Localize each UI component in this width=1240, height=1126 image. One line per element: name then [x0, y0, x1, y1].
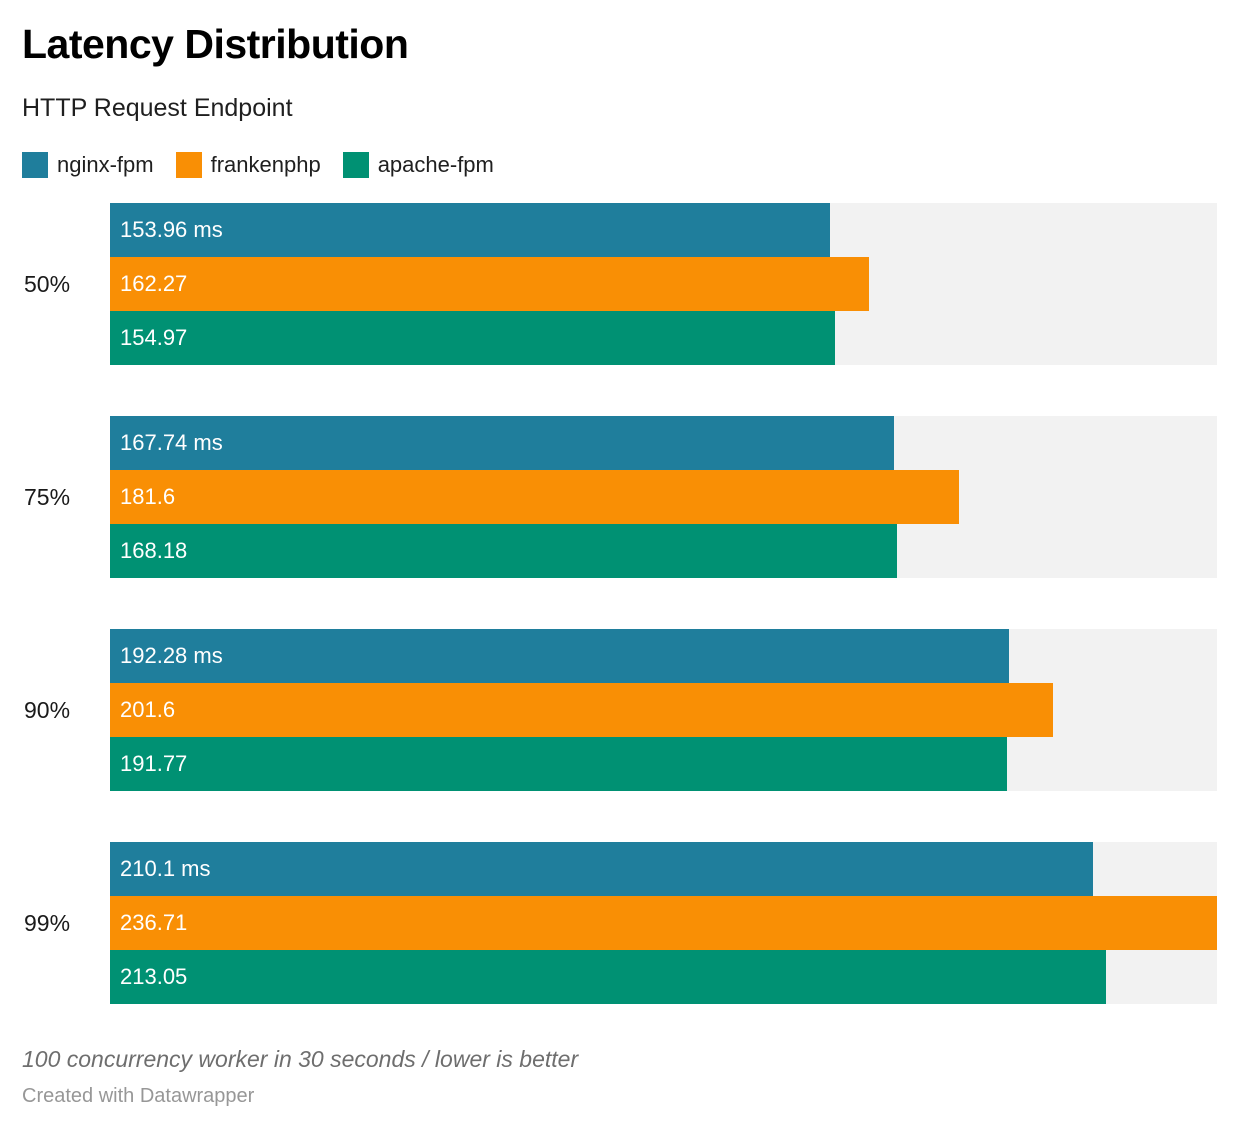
- category-label: 50%: [24, 270, 71, 297]
- bar-value-label: 181.6: [120, 484, 176, 509]
- bar-group-50pct: 50% 153.96 ms 162.27 154.97: [22, 203, 1217, 365]
- bar-apache-fpm: 213.05: [110, 950, 1107, 1004]
- category-label: 90%: [24, 696, 71, 723]
- bar-track: 210.1 ms 236.71 213.05: [110, 842, 1217, 1004]
- bar-frankenphp: 236.71: [110, 896, 1217, 950]
- legend-swatch-icon: [342, 151, 369, 178]
- bar-group-99pct: 99% 210.1 ms 236.71 213.05: [22, 842, 1217, 1004]
- chart-subtitle: HTTP Request Endpoint: [22, 94, 293, 122]
- datawrapper-credit[interactable]: Created with Datawrapper: [22, 1085, 255, 1107]
- category-label: 99%: [24, 909, 71, 936]
- legend-label: nginx-fpm: [57, 151, 154, 177]
- bar-value-label: 210.1 ms: [120, 856, 211, 881]
- bar-value-label: 154.97: [120, 325, 188, 350]
- footer-note: 100 concurrency worker in 30 seconds / l…: [22, 1046, 579, 1072]
- legend-swatch-icon: [22, 151, 48, 178]
- bar-apache-fpm: 168.18: [110, 524, 897, 578]
- bar-value-label: 191.77: [120, 751, 188, 776]
- bar-track: 192.28 ms 201.6 191.77: [110, 629, 1217, 791]
- bar-apache-fpm: 154.97: [110, 311, 835, 365]
- bar-value-label: 153.96 ms: [120, 217, 223, 242]
- bar-value-label: 201.6: [120, 697, 176, 722]
- page-title: Latency Distribution: [22, 21, 409, 67]
- bar-track: 167.74 ms 181.6 168.18: [110, 416, 1217, 578]
- bar-nginx-fpm: 167.74 ms: [110, 416, 895, 470]
- bar-nginx-fpm: 210.1 ms: [110, 842, 1093, 896]
- bar-value-label: 168.18: [120, 538, 188, 563]
- category-label: 75%: [24, 483, 71, 510]
- legend-item-nginx-fpm: nginx-fpm: [22, 151, 154, 178]
- legend: nginx-fpm frankenphp apache-fpm: [22, 151, 1217, 178]
- bar-nginx-fpm: 192.28 ms: [110, 629, 1010, 683]
- chart: 50% 153.96 ms 162.27 154.97 75% 167.74 ms 181.…: [22, 203, 1217, 1004]
- legend-item-frankenphp: frankenphp: [175, 151, 321, 178]
- legend-label: apache-fpm: [377, 151, 494, 177]
- bar-value-label: 236.71: [120, 910, 188, 935]
- bar-group-75pct: 75% 167.74 ms 181.6 168.18: [22, 416, 1217, 578]
- bar-nginx-fpm: 153.96 ms: [110, 203, 830, 257]
- legend-swatch-icon: [175, 151, 202, 178]
- bar-value-label: 213.05: [120, 964, 188, 989]
- bar-value-label: 162.27: [120, 271, 188, 296]
- bar-apache-fpm: 191.77: [110, 737, 1007, 791]
- bar-track: 153.96 ms 162.27 154.97: [110, 203, 1217, 365]
- bar-value-label: 192.28 ms: [120, 643, 223, 668]
- legend-label: frankenphp: [210, 151, 321, 177]
- bar-frankenphp: 181.6: [110, 470, 960, 524]
- bar-value-label: 167.74 ms: [120, 430, 223, 455]
- bar-frankenphp: 201.6: [110, 683, 1053, 737]
- bar-group-90pct: 90% 192.28 ms 201.6 191.77: [22, 629, 1217, 791]
- bar-frankenphp: 162.27: [110, 257, 869, 311]
- legend-item-apache-fpm: apache-fpm: [342, 151, 494, 178]
